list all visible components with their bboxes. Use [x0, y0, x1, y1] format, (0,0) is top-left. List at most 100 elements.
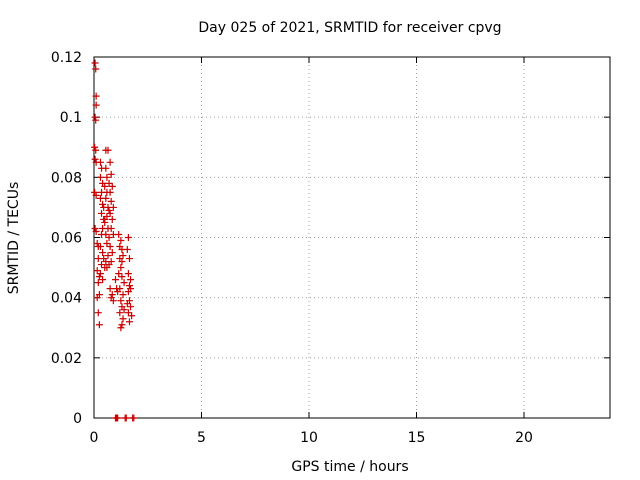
data-point — [118, 258, 126, 266]
data-point — [130, 414, 138, 422]
x-axis-label: GPS time / hours — [291, 459, 408, 475]
data-point — [109, 203, 117, 211]
data-point — [93, 267, 101, 275]
data-point — [117, 297, 125, 305]
data-point — [105, 234, 113, 241]
data-point — [119, 252, 127, 260]
data-point — [123, 246, 131, 254]
data-point — [117, 264, 125, 272]
data-point — [106, 285, 114, 293]
data-point — [105, 206, 113, 214]
data-point — [107, 258, 115, 266]
data-point — [104, 252, 112, 260]
data-point — [102, 194, 110, 202]
data-point — [95, 291, 103, 299]
y-tick-label: 0.12 — [51, 50, 82, 66]
data-point — [103, 173, 111, 181]
data-point — [102, 164, 110, 172]
data-point — [92, 101, 100, 109]
data-point — [127, 303, 135, 311]
data-points — [91, 59, 138, 422]
data-point — [92, 191, 100, 199]
axis-ticks: 0 5 10 15 20 0 0.02 0.04 0.06 0.08 0.1 0.12 — [51, 50, 610, 446]
x-tick-label: 15 — [408, 430, 426, 446]
data-point — [115, 230, 123, 238]
y-tick-label: 0.1 — [60, 110, 82, 126]
data-point — [96, 243, 104, 251]
data-point — [91, 155, 99, 163]
data-point — [92, 116, 100, 124]
data-point — [106, 243, 114, 251]
x-tick-label: 0 — [90, 430, 99, 446]
data-point — [91, 59, 99, 67]
data-point — [125, 255, 133, 263]
data-point — [124, 234, 132, 241]
data-point — [116, 285, 124, 293]
data-point — [120, 279, 128, 287]
data-point — [107, 197, 115, 205]
data-point — [101, 215, 109, 223]
data-point — [119, 291, 127, 299]
y-tick-label: 0.04 — [51, 291, 82, 307]
data-point — [117, 237, 125, 245]
data-point — [106, 158, 114, 166]
data-point — [124, 309, 132, 317]
data-point — [103, 264, 111, 272]
data-point — [99, 276, 107, 284]
data-point — [116, 309, 124, 317]
data-point — [106, 209, 114, 217]
data-point — [108, 182, 116, 190]
data-point — [91, 188, 99, 196]
data-point — [91, 113, 99, 121]
data-point — [125, 318, 133, 326]
grid — [94, 57, 610, 418]
data-point — [120, 306, 128, 314]
plot-frame — [93, 56, 611, 419]
y-tick-label: 0 — [73, 411, 82, 427]
data-point — [103, 240, 111, 248]
data-point — [96, 270, 104, 278]
x-tick-label: 10 — [300, 430, 318, 446]
data-point — [108, 215, 116, 223]
data-point — [95, 273, 103, 281]
y-tick-label: 0.06 — [51, 231, 82, 247]
data-point — [125, 282, 133, 290]
chart-title: Day 025 of 2021, SRMTID for receiver cpv… — [198, 20, 501, 36]
data-point — [118, 321, 126, 329]
data-point — [127, 276, 135, 284]
data-point — [94, 279, 102, 287]
y-tick-label: 0.08 — [51, 170, 82, 186]
x-tick-label: 20 — [515, 430, 533, 446]
data-point — [128, 312, 136, 320]
data-point — [92, 92, 100, 100]
data-point — [117, 324, 125, 332]
data-point — [95, 321, 103, 329]
data-point — [98, 209, 106, 217]
data-point — [92, 227, 100, 235]
data-point — [123, 300, 131, 308]
data-point — [124, 288, 132, 296]
data-point — [104, 146, 112, 154]
data-point — [92, 65, 100, 73]
data-point — [102, 230, 110, 238]
data-point — [99, 200, 107, 208]
data-point — [119, 315, 127, 323]
data-point — [112, 276, 119, 284]
data-point — [108, 291, 116, 299]
data-point — [101, 182, 109, 190]
data-point — [107, 224, 115, 232]
data-point — [93, 240, 101, 248]
data-point — [96, 158, 104, 166]
data-point — [98, 261, 106, 269]
data-point — [96, 173, 104, 181]
data-point — [91, 143, 99, 151]
data-point — [94, 309, 102, 317]
data-point — [107, 170, 115, 178]
data-point — [108, 249, 116, 257]
data-point — [114, 414, 122, 422]
data-point — [122, 414, 130, 422]
x-tick-label: 5 — [197, 430, 206, 446]
data-point — [92, 146, 100, 154]
data-point — [109, 297, 117, 305]
